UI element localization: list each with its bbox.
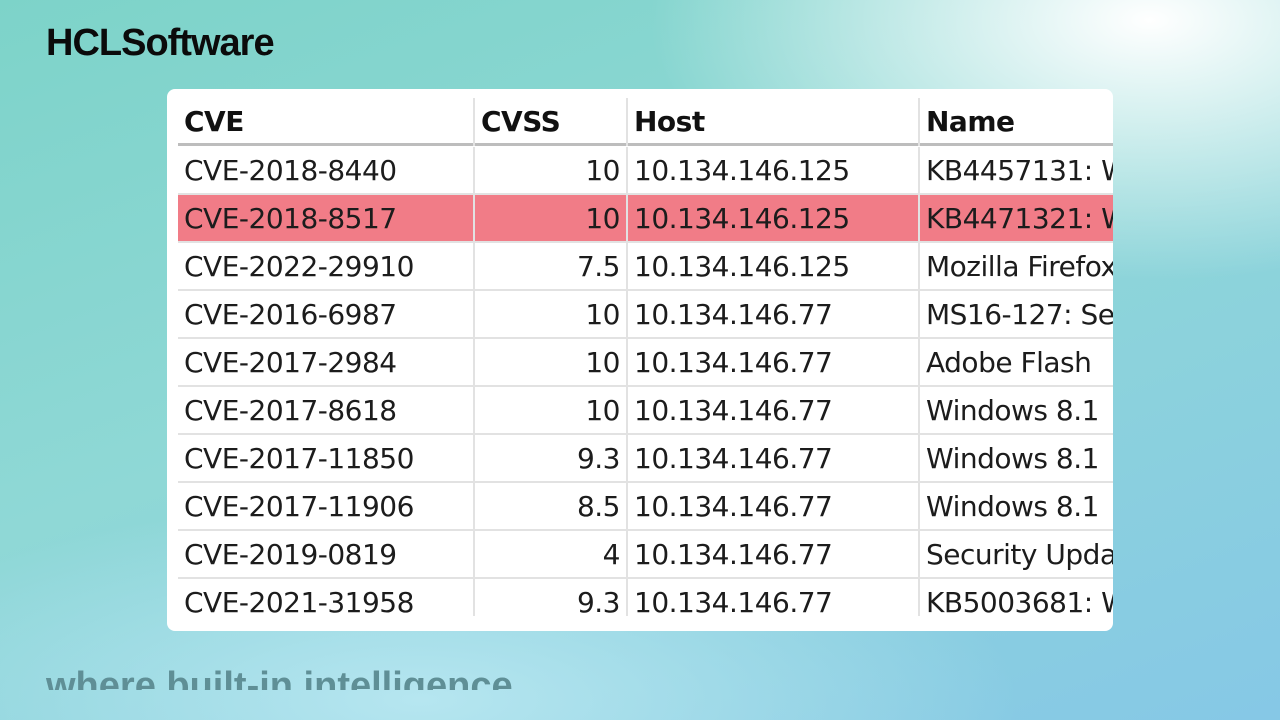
cell-cvss: 10 xyxy=(475,387,628,435)
table-row[interactable]: CVE-2021-31958 9.3 10.134.146.77 KB5003681:… xyxy=(178,579,1113,616)
cell-host: 10.134.146.77 xyxy=(628,339,920,387)
cell-cve: CVE-2016-6987 xyxy=(178,291,475,339)
table-row[interactable]: CVE-2019-0819 4 10.134.146.77 Security Upda xyxy=(178,531,1113,579)
table-row[interactable]: CVE-2017-11850 9.3 10.134.146.77 Windows 8.… xyxy=(178,435,1113,483)
table-row[interactable]: CVE-2017-11906 8.5 10.134.146.77 Windows 8.… xyxy=(178,483,1113,531)
cell-cvss: 10 xyxy=(475,291,628,339)
cell-name: MS16-127: Se xyxy=(926,298,1113,331)
table-header-row: CVE CVSS Host Name xyxy=(178,98,1113,146)
tagline: where built-in intelligence xyxy=(46,665,513,690)
cell-name: KB5003681: W xyxy=(926,586,1113,616)
table-row[interactable]: CVE-2022-29910 7.5 10.134.146.125 Mozilla F… xyxy=(178,243,1113,291)
table-row[interactable]: CVE-2018-8440 10 10.134.146.125 KB4457131: … xyxy=(178,147,1113,195)
cell-host: 10.134.146.77 xyxy=(628,531,920,579)
cell-cve: CVE-2017-2984 xyxy=(178,339,475,387)
cell-cvss: 8.5 xyxy=(475,483,628,531)
cell-cvss: 9.3 xyxy=(475,579,628,616)
cell-host: 10.134.146.77 xyxy=(628,387,920,435)
cell-cvss: 9.3 xyxy=(475,435,628,483)
cell-cvss: 10 xyxy=(475,147,628,195)
cell-cve: CVE-2017-8618 xyxy=(178,387,475,435)
cell-name: Mozilla Firefox xyxy=(926,250,1113,283)
cell-cve: CVE-2022-29910 xyxy=(178,243,475,291)
cell-name: Windows 8.1 xyxy=(926,442,1099,475)
cve-table-card: CVE CVSS Host Name CVE-2018-8440 10 10.134… xyxy=(167,89,1113,631)
cell-host: 10.134.146.77 xyxy=(628,291,920,339)
table-row[interactable]: CVE-2017-2984 10 10.134.146.77 Adobe Flash xyxy=(178,339,1113,387)
cell-cvss: 4 xyxy=(475,531,628,579)
cell-cve: CVE-2017-11906 xyxy=(178,483,475,531)
cell-host: 10.134.146.77 xyxy=(628,579,920,616)
cell-name: Security Upda xyxy=(926,538,1113,571)
cell-cvss: 10 xyxy=(475,195,628,243)
cell-name: KB4457131: W xyxy=(926,154,1113,187)
column-header-cve[interactable]: CVE xyxy=(178,98,475,146)
cell-host: 10.134.146.125 xyxy=(628,147,920,195)
cell-name: Adobe Flash xyxy=(926,346,1092,379)
cell-host: 10.134.146.77 xyxy=(628,435,920,483)
cell-cve: CVE-2018-8517 xyxy=(178,195,475,243)
table-row[interactable]: CVE-2016-6987 10 10.134.146.77 MS16-127: Se xyxy=(178,291,1113,339)
cell-cve: CVE-2018-8440 xyxy=(178,147,475,195)
cve-table: CVE CVSS Host Name CVE-2018-8440 10 10.134… xyxy=(178,98,1113,616)
cell-cvss: 10 xyxy=(475,339,628,387)
cell-name: KB4471321: W xyxy=(926,202,1113,235)
column-header-host[interactable]: Host xyxy=(628,98,920,146)
cell-host: 10.134.146.125 xyxy=(628,243,920,291)
column-header-cvss[interactable]: CVSS xyxy=(475,98,628,146)
cell-cve: CVE-2017-11850 xyxy=(178,435,475,483)
cell-host: 10.134.146.77 xyxy=(628,483,920,531)
cell-host: 10.134.146.125 xyxy=(628,195,920,243)
table-row[interactable]: CVE-2018-8517 10 10.134.146.125 KB4471321: … xyxy=(178,195,1113,243)
cell-cve: CVE-2021-31958 xyxy=(178,579,475,616)
brand-logo: HCLSoftware xyxy=(46,22,275,64)
column-header-name[interactable]: Name xyxy=(926,105,1015,138)
table-row[interactable]: CVE-2017-8618 10 10.134.146.77 Windows 8.1 xyxy=(178,387,1113,435)
cell-cvss: 7.5 xyxy=(475,243,628,291)
cell-name: Windows 8.1 xyxy=(926,490,1099,523)
cell-cve: CVE-2019-0819 xyxy=(178,531,475,579)
cell-name: Windows 8.1 xyxy=(926,394,1099,427)
